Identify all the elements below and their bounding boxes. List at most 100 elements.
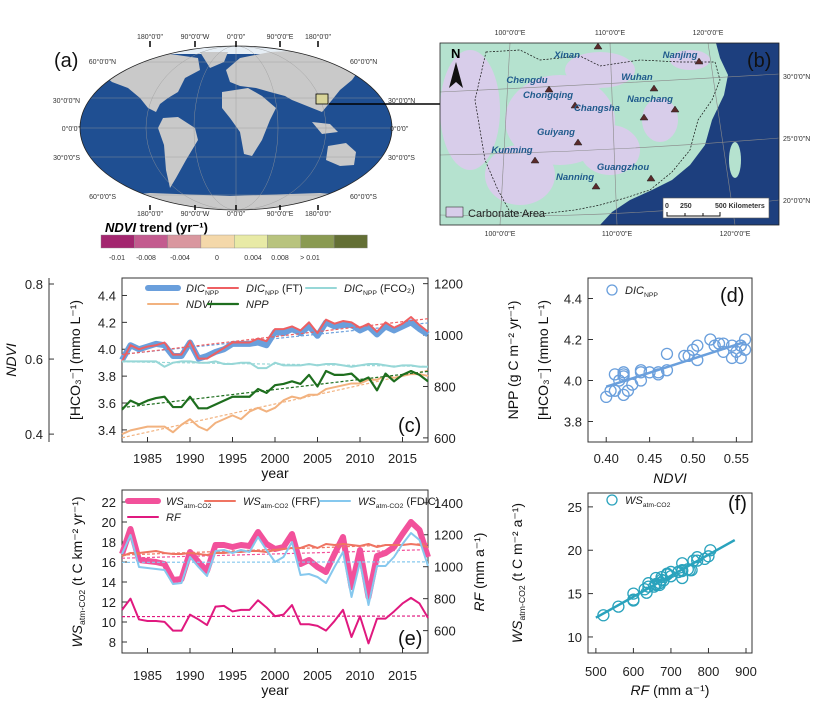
panel-label-c: (c): [398, 415, 421, 437]
legend-npp-label: NPP: [246, 299, 269, 311]
north-arrow-icon: [449, 62, 463, 88]
legend-dicnppft-label: DICNPP (FT): [246, 283, 303, 297]
ws-axis-tick-label: 20: [102, 515, 116, 530]
x-axis-tick-label: 600: [623, 664, 645, 679]
panel-label-f: (f): [728, 493, 747, 515]
ndvi-axis-tick-label: 0.8: [25, 277, 43, 292]
scatter-point: [600, 390, 613, 404]
city-marker-icon: [570, 101, 580, 109]
year-axis-tick-label: 2015: [388, 668, 417, 683]
year-axis-tick-label: 1985: [133, 668, 162, 683]
x-axis-tick-label: 800: [698, 664, 720, 679]
hco3-axis-tick-label: 4.0: [98, 342, 116, 357]
year-axis-tick-label: 1990: [176, 668, 205, 683]
carbonate-legend-label: Carbonate Area: [468, 208, 546, 220]
city-marker-icon: [530, 156, 540, 164]
city-label: Chengdu: [506, 75, 547, 86]
trend-line: [121, 370, 429, 409]
rf-axis-tick-label: 1200: [434, 528, 463, 543]
city-marker-icon: [544, 85, 554, 93]
year-axis-tick-label: 2005: [303, 668, 332, 683]
australia: [326, 143, 356, 166]
colorbar-cell: [134, 234, 168, 249]
city-marker-icon: [591, 182, 601, 190]
chart-d: 3.8 4.0 4.2 4.4 0.40 0.45 0.50 0.55 DICNPP [HCO₃⁻…: [535, 277, 753, 486]
city-label: Chongqing: [523, 90, 573, 101]
colorbar-cell: [100, 234, 135, 249]
year-axis-tick-label: 2010: [346, 451, 375, 466]
lon-label-bottom: 90°0'0"W: [181, 210, 210, 218]
colorbar-tick-label: 0.004: [244, 255, 262, 262]
trend-line: [121, 615, 429, 618]
chart-e: 810121416182022600800100012001400WSatm-C…: [69, 489, 487, 698]
ws-axis-tick-label: 18: [102, 535, 116, 550]
lon-label-top: 0°0'0": [227, 33, 246, 41]
city-marker-icon: [593, 42, 603, 50]
city-label: Wuhan: [621, 72, 653, 83]
y-axis-title: [HCO₃⁻] (mmo L⁻¹): [535, 300, 551, 420]
x-axis-title: year: [261, 682, 289, 698]
city-marker-icon: [639, 113, 649, 121]
lat-label-left: 30°0'0"S: [53, 154, 80, 162]
lon-label-bottom: 100°0'0"E: [485, 230, 516, 238]
npp-axis-tick-label: 600: [434, 431, 456, 446]
city-label: Nanchang: [627, 94, 673, 105]
city-marker-icon: [670, 105, 680, 113]
npp-axis-title: NPP (g C m⁻² yr⁻¹): [505, 301, 521, 420]
plot-frame: [121, 277, 429, 443]
scatter-point: [612, 600, 625, 613]
chart-f: 10 15 20 25 500 600 700 800 900 WSatm-CO2 WSatm-CO…: [509, 492, 757, 698]
scatter-point: [730, 345, 743, 358]
scatter-point: [738, 333, 752, 346]
y-axis-tick-label: 10: [568, 630, 582, 645]
ndvi-trend-legend-title: NDVI trend (yr⁻¹): [105, 220, 208, 235]
lat-label-right: 30°0'0"N: [388, 97, 415, 105]
legend-wsatmco2-label: WSatm-CO2: [166, 496, 212, 510]
lon-label-bottom: 180°0'0": [137, 210, 164, 218]
scatter-point: [686, 343, 700, 356]
lat-label-left: 0°0'0": [62, 125, 81, 133]
hco3-axis-tick-label: 3.6: [98, 396, 116, 411]
hco3-axis-tick-label: 4.4: [98, 288, 116, 303]
lon-label-top: 180°0'0": [137, 33, 164, 41]
fit-line: [605, 340, 746, 388]
scatter-point: [691, 339, 704, 352]
region-boundary: [474, 49, 721, 215]
scatter-point: [734, 351, 747, 365]
y-axis-tick-label: 20: [568, 543, 582, 558]
x-axis-title: RF (mm a⁻¹): [631, 682, 710, 698]
lat-label-left: 30°0'0"N: [53, 97, 80, 105]
scatter-point: [691, 554, 704, 567]
x-axis-tick-label: 900: [735, 664, 757, 679]
legend-label: DICNPP: [625, 285, 658, 299]
lon-label-bottom: 0°0'0": [227, 210, 246, 218]
legend-wsatmco2fdic-label: WSatm-CO2 (FDIC): [358, 496, 439, 510]
legend-label: WSatm-CO2: [625, 495, 671, 509]
trend-line: [121, 369, 429, 439]
series-line-wsatmco2frf: [121, 543, 429, 557]
city-marker-icon: [573, 138, 583, 146]
colorbar-tick-label: -0.004: [170, 255, 190, 262]
colorbar-cell: [333, 234, 368, 249]
x-axis-tick-label: 500: [585, 664, 607, 679]
year-axis-tick-label: 1990: [176, 451, 205, 466]
lon-label-top: 90°0'0"W: [181, 33, 210, 41]
plot-frame: [587, 492, 753, 654]
africa: [222, 88, 276, 156]
series-line-rf: [121, 596, 429, 645]
lon-label-bottom: 120°0'0"E: [720, 230, 751, 238]
rf-axis-tick-label: 600: [434, 624, 456, 639]
scatter-point: [660, 347, 674, 361]
lat-label-right: 0°0'0": [390, 125, 409, 133]
year-axis-tick-label: 2010: [346, 668, 375, 683]
y-axis-tick-label: 25: [568, 500, 582, 515]
year-axis-tick-label: 2005: [303, 451, 332, 466]
y-axis-tick-label: 4.2: [564, 333, 582, 348]
scatter-point: [634, 366, 648, 379]
ws-axis-tick-label: 16: [102, 555, 116, 570]
hco3-axis-tick-label: 4.2: [98, 315, 116, 330]
scale-label-250: 250: [680, 203, 692, 210]
colorbar-cell: [300, 234, 335, 249]
greenland: [200, 52, 228, 68]
